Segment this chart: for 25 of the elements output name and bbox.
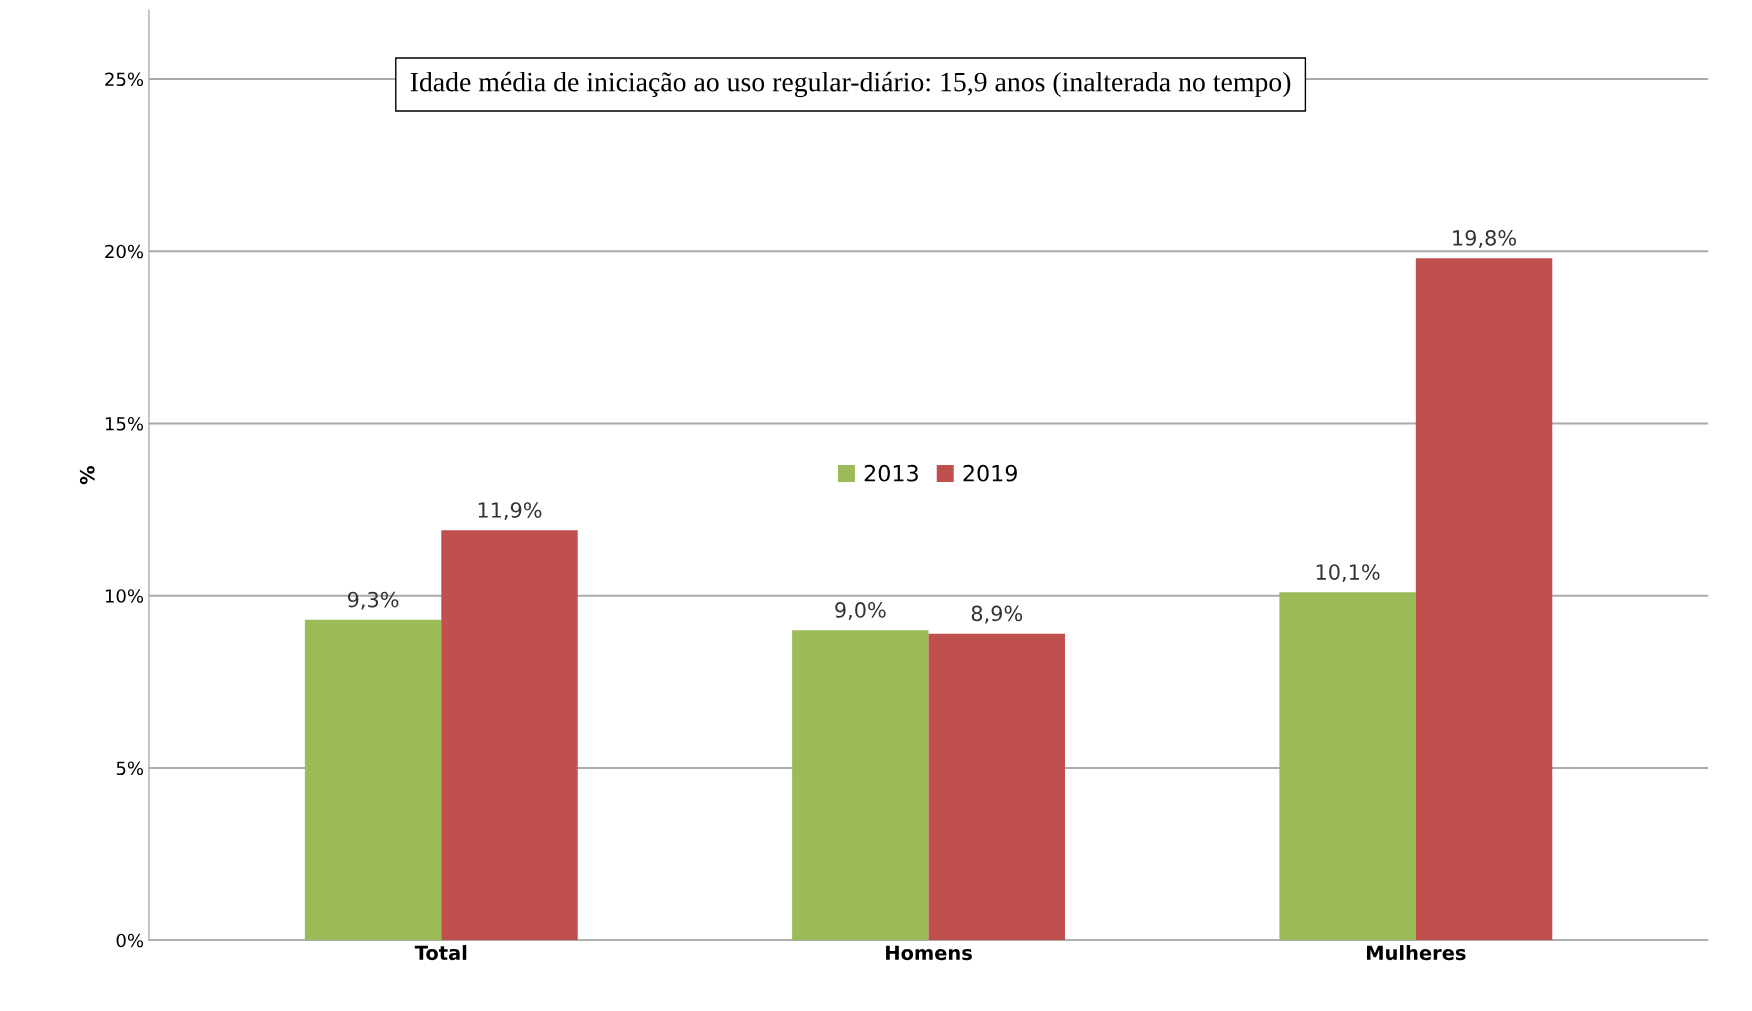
legend-label: 2013 xyxy=(864,464,918,482)
annotation: Idade média de iniciação ao uso regular-diário: 15,9 anos (inalterada no tempo) xyxy=(410,71,1291,98)
data-label: 9,0% xyxy=(835,602,886,620)
x-tick-label: Homens xyxy=(886,945,972,961)
data-label: 9,3% xyxy=(347,591,399,610)
data-label: 11,9% xyxy=(478,502,542,521)
y-tick-label: 20% xyxy=(105,244,144,259)
bar xyxy=(1279,592,1416,941)
x-tick-label: Total xyxy=(414,945,467,961)
data-label: 10,1% xyxy=(1316,564,1380,583)
legend-label: 2019 xyxy=(963,464,1017,482)
bar xyxy=(441,530,578,941)
data-label: 19,8% xyxy=(1453,230,1516,248)
bar xyxy=(928,633,1065,941)
y-tick-label: 15% xyxy=(105,416,144,431)
bar xyxy=(1415,258,1553,941)
y-tick-label: 25% xyxy=(105,72,144,87)
bar xyxy=(304,619,442,941)
y-tick-label: 0% xyxy=(116,933,144,948)
x-tick-label: Mulheres xyxy=(1367,945,1466,961)
y-tick-label: 5% xyxy=(116,761,144,776)
bar xyxy=(792,630,929,941)
y-tick-label: 10% xyxy=(105,589,144,603)
y-axis-title: % xyxy=(79,466,95,485)
data-label: 8,9% xyxy=(971,605,1023,624)
